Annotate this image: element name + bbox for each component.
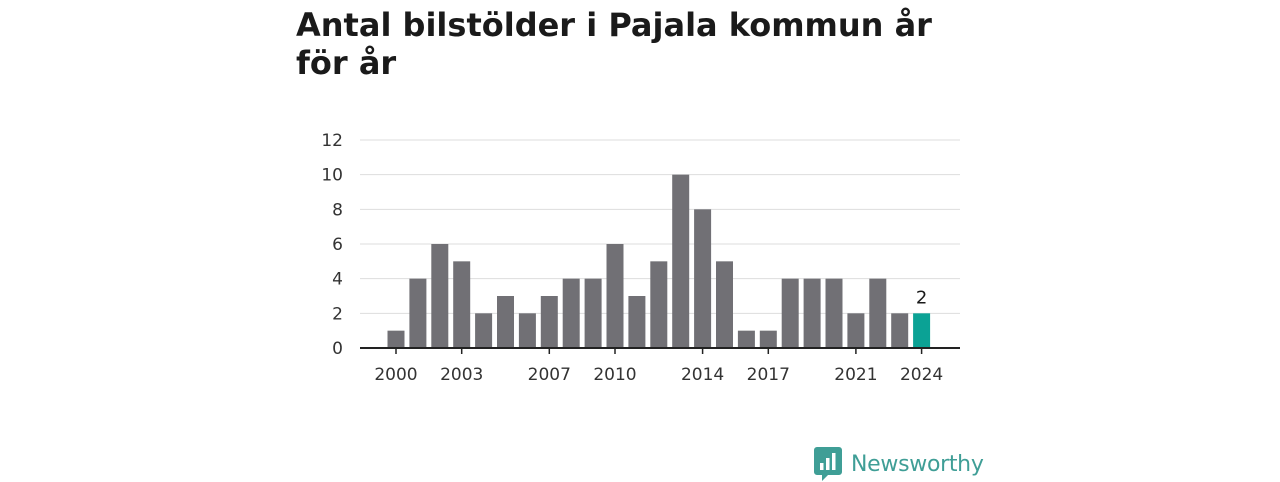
y-tick-label-0: 0 [332,339,343,359]
bar-2000 [387,330,405,348]
bar-2020 [825,278,843,348]
x-tick-label-2010: 2010 [593,365,636,385]
bar-2004 [475,313,493,348]
bar-2009 [584,278,602,348]
bar-2003 [453,261,471,348]
y-tick-label-12: 12 [321,131,343,151]
bar-2024 [913,313,931,348]
bar-2012 [650,261,668,348]
bar-2023 [891,313,909,348]
chart-title: Antal bilstölder i Pajala kommun år för … [296,6,932,82]
bar-2006 [518,313,536,348]
x-tick-label-2014: 2014 [681,365,724,385]
x-tick-label-2000: 2000 [374,365,417,385]
newsworthy-logo-icon [814,447,842,481]
axes [360,347,960,354]
bars [387,174,931,348]
bar-2018 [781,278,799,348]
bar-2021 [847,313,865,348]
y-tick-label-6: 6 [332,235,343,255]
bar-2013 [672,174,690,348]
bar-2007 [540,296,558,348]
bar-2017 [759,330,777,348]
bar-2002 [431,244,449,348]
bar-2008 [562,278,580,348]
x-tick-label-2003: 2003 [440,365,483,385]
x-tick-label-2007: 2007 [528,365,571,385]
bar-2005 [497,296,514,348]
bar-2016 [737,330,755,348]
bar-2014 [694,209,712,348]
x-tick-label-2017: 2017 [747,365,790,385]
labels: 0 2 4 6 8 10 12 2 2000 2003 2007 2010 2014 2017 2021 20… [321,131,943,385]
y-tick-label-2: 2 [332,304,343,324]
y-tick-label-8: 8 [332,200,343,220]
bar-2001 [409,278,427,348]
x-tick-label-2021: 2021 [834,365,877,385]
y-tick-label-10: 10 [321,166,343,186]
bar-2019 [803,278,821,348]
bar-2015 [716,261,733,348]
bar-2010 [606,244,624,348]
x-tick-label-2024: 2024 [900,365,943,385]
bar-2022 [869,278,887,348]
data-label-2024: 2 [916,287,927,308]
bar-2011 [628,296,646,348]
brand-logo: Newsworthy [814,446,984,482]
brand-name: Newsworthy [851,451,984,477]
y-tick-label-4: 4 [332,270,343,290]
